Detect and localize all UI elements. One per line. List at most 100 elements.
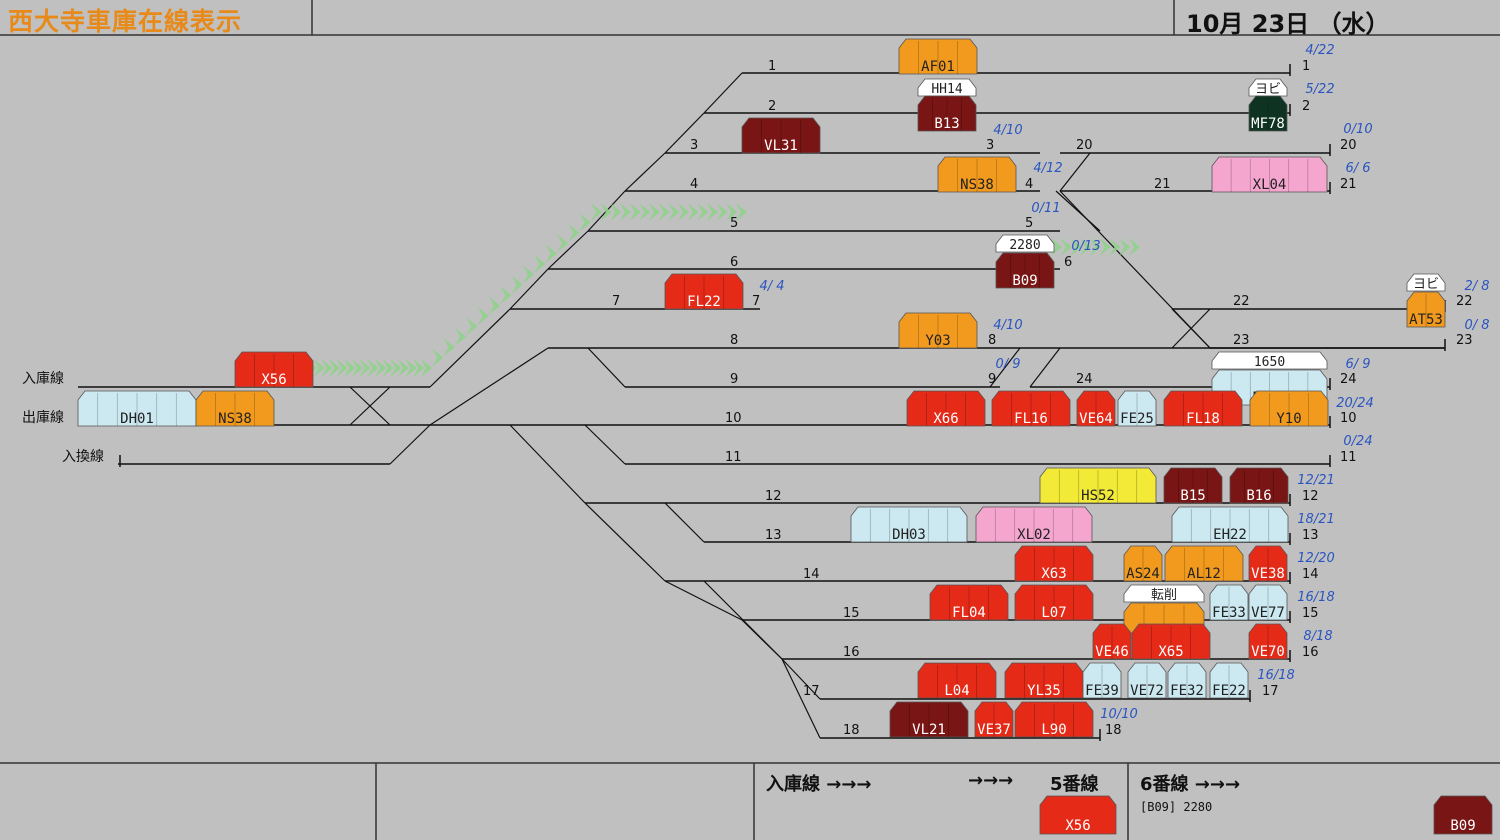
train-car[interactable]: VE70 [1248, 623, 1288, 660]
train-car[interactable]: Y10 [1249, 390, 1329, 427]
train-car[interactable]: B13 [917, 95, 977, 132]
route-chevron [568, 223, 580, 242]
train-car[interactable]: VE72 [1127, 662, 1167, 699]
footer-line6-train[interactable]: B09 [1433, 795, 1493, 835]
train-car[interactable]: X66 [906, 390, 986, 427]
train-label: DH01 [120, 411, 154, 427]
train-label: X63 [1041, 566, 1066, 582]
train-label: B15 [1180, 488, 1205, 504]
train-car[interactable]: X56 [234, 351, 314, 388]
train-car[interactable]: FE25 [1117, 390, 1157, 427]
train-label: FE25 [1120, 411, 1154, 427]
footer-route-train[interactable]: X56 [1039, 795, 1117, 835]
train-car[interactable]: FE32 [1167, 662, 1207, 699]
page-title: 西大寺車庫在線表示 [8, 7, 243, 36]
train-car[interactable]: VL21 [889, 701, 969, 738]
train-car[interactable]: FL16 [991, 390, 1071, 427]
train-label: FL22 [687, 294, 721, 310]
train-car[interactable]: VE64 [1076, 390, 1116, 427]
train-car[interactable]: 2280 [995, 234, 1055, 253]
route-chevron [375, 359, 386, 377]
route-arrows [306, 203, 1140, 377]
train-car[interactable]: 1650 [1211, 351, 1328, 370]
train-car[interactable]: VE38 [1248, 545, 1288, 582]
train-car[interactable]: AT53 [1406, 291, 1446, 328]
train-car[interactable]: VL31 [741, 117, 821, 154]
train-car[interactable]: AF01 [898, 38, 978, 75]
train-layer: X56 DH01 NS38 AF01 HH14 B13 ヨビ MF78 VL31 NS38 XL04… [77, 38, 1493, 835]
track-occupancy-count: 0/ 8 [1464, 318, 1489, 333]
route-chevron [352, 359, 363, 377]
train-car[interactable]: X63 [1014, 545, 1094, 582]
track-occupancy-count: 0/11 [1031, 201, 1060, 216]
track-end-number: 12 [1302, 489, 1319, 504]
train-label: FE22 [1212, 683, 1246, 699]
train-label: AS24 [1126, 566, 1160, 582]
train-car[interactable]: ヨビ [1248, 78, 1288, 97]
train-car[interactable]: NS38 [195, 390, 275, 427]
train-label: 2280 [1009, 238, 1040, 253]
track-number: 14 [803, 567, 820, 582]
train-label: VE77 [1251, 605, 1285, 621]
train-car[interactable]: B09 [995, 252, 1055, 289]
track-number: 3 [690, 138, 698, 153]
route-chevron [716, 203, 728, 221]
track-number: 8 [730, 333, 738, 348]
track-end-number: 20 [1340, 138, 1357, 153]
train-car[interactable]: FL22 [664, 273, 744, 310]
train-car[interactable]: VE37 [974, 701, 1014, 738]
train-car[interactable]: NS38 [937, 156, 1017, 193]
train-label: YL35 [1027, 683, 1061, 699]
train-car[interactable]: HH14 [917, 78, 977, 97]
train-car[interactable]: EH22 [1171, 506, 1289, 543]
train-car[interactable]: B15 [1163, 467, 1223, 504]
train-label: X56 [1065, 818, 1090, 834]
train-label: B16 [1246, 488, 1271, 504]
route-arrow: →→→ [968, 770, 1014, 791]
train-car[interactable]: Y03 [898, 312, 978, 349]
train-car[interactable]: FL18 [1163, 390, 1243, 427]
train-car[interactable]: DH01 [77, 390, 197, 427]
route-chevron [726, 203, 738, 221]
train-car[interactable]: FL04 [929, 584, 1009, 621]
train-car[interactable]: XL04 [1211, 156, 1328, 193]
train-car[interactable]: ヨビ [1406, 273, 1446, 292]
train-label: FL16 [1014, 411, 1048, 427]
train-car[interactable]: FE39 [1082, 662, 1122, 699]
train-label: VE70 [1251, 644, 1285, 660]
route-chevron [1080, 238, 1092, 256]
train-car[interactable]: YL35 [1004, 662, 1084, 699]
train-car[interactable]: L07 [1014, 584, 1094, 621]
train-car[interactable]: AS24 [1123, 545, 1163, 582]
line6-info: [B09] 2280 [1140, 800, 1213, 814]
train-car[interactable]: 転削 [1123, 584, 1205, 603]
train-car[interactable]: HS52 [1039, 467, 1157, 504]
train-car[interactable]: L04 [917, 662, 997, 699]
track-occupancy-count: 4/12 [1033, 161, 1062, 176]
route-chevron [1070, 238, 1082, 256]
train-label: AL12 [1187, 566, 1221, 582]
train-car[interactable]: XL02 [975, 506, 1093, 543]
train-car[interactable]: FE33 [1209, 584, 1249, 621]
track-number: 23 [1233, 333, 1250, 348]
route-chevron [557, 234, 568, 253]
track-occupancy-count: 8/18 [1303, 629, 1332, 644]
track-number: 12 [765, 489, 782, 504]
entry-line-label: 入換線 [62, 449, 104, 465]
train-label: VE72 [1130, 683, 1164, 699]
route-chevron [668, 203, 680, 221]
train-car[interactable]: X65 [1131, 623, 1211, 660]
route-chevron [697, 203, 709, 221]
train-car[interactable]: VE77 [1248, 584, 1288, 621]
train-car[interactable]: MF78 [1248, 95, 1288, 132]
route-chevron [511, 275, 523, 294]
train-car[interactable]: VE46 [1092, 623, 1132, 660]
route-chevron [1099, 238, 1111, 256]
train-car[interactable]: L90 [1014, 701, 1094, 738]
train-car[interactable]: FE22 [1209, 662, 1249, 699]
train-car[interactable]: B16 [1229, 467, 1289, 504]
train-car[interactable]: DH03 [850, 506, 968, 543]
train-label: AF01 [921, 59, 955, 75]
route-chevron [1109, 238, 1121, 256]
train-car[interactable]: AL12 [1164, 545, 1244, 582]
